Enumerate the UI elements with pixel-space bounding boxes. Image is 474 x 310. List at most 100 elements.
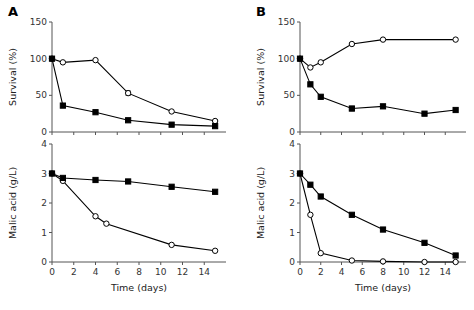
panel: 050100150Survival (%)A <box>7 4 226 137</box>
x-tick-label: 8 <box>380 267 386 277</box>
y-tick <box>49 144 52 145</box>
y-tick <box>49 262 52 263</box>
series-line <box>52 174 215 251</box>
plot-area <box>49 56 218 129</box>
point <box>104 221 109 226</box>
y-tick <box>49 132 52 133</box>
y-tick-label: 0 <box>41 257 47 267</box>
x-tick <box>139 132 140 135</box>
point <box>349 41 354 46</box>
y-tick-label: 3 <box>289 169 295 179</box>
point <box>60 175 65 180</box>
plot-area <box>49 171 218 254</box>
x-tick <box>341 132 342 135</box>
point <box>380 104 385 109</box>
x-tick-label: 8 <box>136 267 142 277</box>
y-tick-label: 2 <box>289 198 295 208</box>
point <box>125 90 130 95</box>
point <box>453 37 458 42</box>
point <box>213 124 218 129</box>
y-axis-label: Malic acid (g/L) <box>255 167 266 239</box>
y-tick-label: 4 <box>41 139 47 149</box>
point <box>318 250 323 255</box>
point <box>169 242 174 247</box>
x-tick <box>341 262 342 265</box>
x-tick <box>403 132 404 135</box>
y-tick-label: 4 <box>289 139 295 149</box>
y-tick <box>297 262 300 263</box>
point <box>60 60 65 65</box>
y-tick-label: 100 <box>30 54 47 64</box>
x-tick <box>95 132 96 135</box>
point <box>422 240 427 245</box>
x-tick-label: 12 <box>419 267 430 277</box>
point <box>126 118 131 123</box>
y-tick-label: 1 <box>289 228 295 238</box>
x-tick <box>182 132 183 135</box>
point <box>349 212 354 217</box>
point <box>422 259 427 264</box>
x-tick <box>160 132 161 135</box>
point <box>60 103 65 108</box>
series-line <box>300 174 456 263</box>
x-tick <box>445 132 446 135</box>
y-tick <box>49 95 52 96</box>
point <box>380 37 385 42</box>
x-tick-label: 6 <box>114 267 120 277</box>
x-tick-label: 10 <box>155 267 167 277</box>
point <box>169 184 174 189</box>
point <box>93 177 98 182</box>
x-tick <box>383 132 384 135</box>
x-tick-label: 14 <box>440 267 452 277</box>
error-bar <box>126 91 131 95</box>
x-tick <box>160 262 161 265</box>
y-tick <box>297 144 300 145</box>
panel: 0246810121401234Malic acid (g/L)Time (da… <box>255 139 466 293</box>
x-tick-label: 14 <box>199 267 211 277</box>
point <box>380 227 385 232</box>
x-tick <box>73 262 74 265</box>
x-tick-label: 6 <box>359 267 365 277</box>
panel: 0246810121401234Malic acid (g/L)Time (da… <box>7 139 226 293</box>
error-bar <box>349 106 354 110</box>
point <box>93 110 98 115</box>
y-tick <box>49 203 52 204</box>
y-axis <box>300 22 301 132</box>
x-axis-label: Time (days) <box>110 282 167 293</box>
x-tick-label: 2 <box>318 267 324 277</box>
y-tick-label: 100 <box>278 54 295 64</box>
point <box>318 194 323 199</box>
point <box>169 122 174 127</box>
y-tick-label: 50 <box>284 90 296 100</box>
point <box>212 118 217 123</box>
plot-area <box>297 171 458 265</box>
x-tick <box>117 132 118 135</box>
point <box>380 259 385 264</box>
plot-area <box>297 37 458 116</box>
y-tick-label: 0 <box>289 257 295 267</box>
x-tick-label: 0 <box>297 267 303 277</box>
y-tick <box>49 22 52 23</box>
x-tick <box>424 132 425 135</box>
point <box>453 107 458 112</box>
point <box>49 56 54 61</box>
y-tick-label: 150 <box>30 17 47 27</box>
point <box>422 111 427 116</box>
point <box>93 214 98 219</box>
point <box>213 189 218 194</box>
y-tick <box>297 22 300 23</box>
point <box>349 106 354 111</box>
x-tick-label: 10 <box>398 267 410 277</box>
point <box>126 179 131 184</box>
y-axis-label: Malic acid (g/L) <box>7 167 18 239</box>
series-line <box>300 59 456 114</box>
y-tick-label: 3 <box>41 169 47 179</box>
x-tick <box>73 132 74 135</box>
x-tick <box>362 132 363 135</box>
panel: 050100150Survival (%)B <box>255 4 466 137</box>
series-line <box>52 59 215 121</box>
point <box>349 258 354 263</box>
panel-label: A <box>8 4 18 19</box>
panel-label: B <box>256 4 266 19</box>
x-tick <box>204 132 205 135</box>
